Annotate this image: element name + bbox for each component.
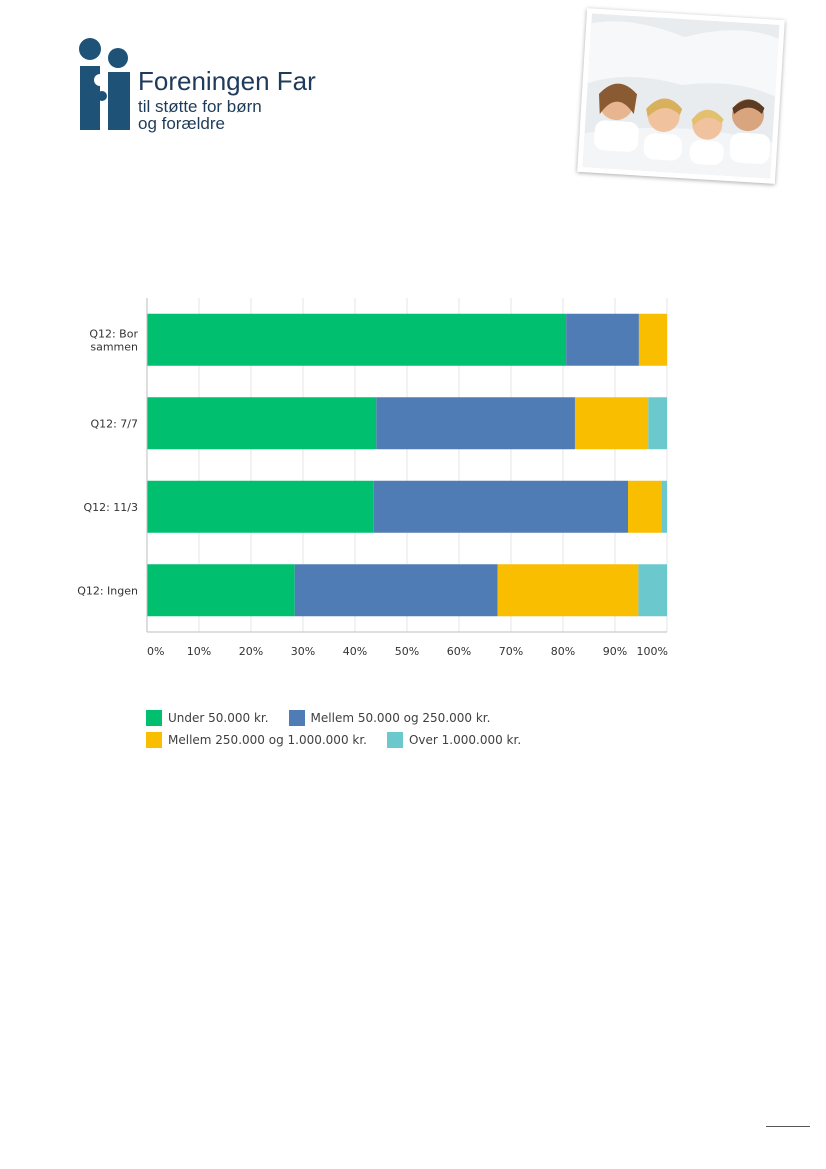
- x-tick-label: 70%: [499, 645, 523, 658]
- bar-segment: [628, 480, 662, 533]
- x-tick-label: 10%: [187, 645, 211, 658]
- bar-segment: [638, 564, 667, 617]
- chart: Q12: Bor sammen Q12: 7/7 Q12: 11/3 Q12: Inge…: [77, 298, 668, 658]
- legend-item: Under 50.000 kr.: [146, 710, 269, 726]
- legend-row: Mellem 250.000 og 1.000.000 kr. Over 1.00…: [146, 729, 666, 751]
- bar-segment: [497, 564, 639, 617]
- legend-label: Mellem 250.000 og 1.000.000 kr.: [168, 733, 367, 747]
- family-photo: [577, 8, 785, 184]
- bar-segment: [147, 313, 567, 366]
- chart-legend: Under 50.000 kr. Mellem 50.000 og 250.000…: [146, 707, 666, 751]
- bar-segment: [661, 480, 667, 533]
- category-label: Q12: Bor sammen: [89, 327, 138, 353]
- bar-segment: [147, 480, 374, 533]
- stacked-bar-chart: Q12: Bor sammen Q12: 7/7 Q12: 11/3 Q12: Inge…: [77, 298, 668, 658]
- bar-segment: [147, 564, 295, 617]
- legend-swatch: [146, 732, 162, 748]
- family-photo-image: [582, 13, 780, 179]
- category-label: Q12: 11/3: [83, 501, 138, 514]
- bar-segment: [574, 397, 649, 450]
- legend-label: Under 50.000 kr.: [168, 711, 269, 725]
- category-label: Q12: Ingen: [77, 584, 138, 597]
- legend-swatch: [386, 732, 403, 748]
- legend-row: Under 50.000 kr. Mellem 50.000 og 250.000…: [146, 707, 666, 729]
- logo-icon: [79, 38, 130, 130]
- x-tick-label: 60%: [447, 645, 471, 658]
- bar-segment: [373, 480, 628, 533]
- x-tick-label: 50%: [395, 645, 419, 658]
- bar-segment: [648, 397, 667, 450]
- logo-tagline-line-1: til støtte for børn: [138, 97, 262, 116]
- bar-segment: [147, 397, 377, 450]
- legend-item: Mellem 250.000 og 1.000.000 kr.: [146, 732, 367, 748]
- x-tick-label: 80%: [551, 645, 575, 658]
- x-tick-label: 20%: [239, 645, 263, 658]
- legend-swatch: [288, 710, 305, 726]
- x-tick-label: 0%: [147, 645, 164, 658]
- x-tick-label: 40%: [343, 645, 367, 658]
- logo-tagline: til støtte for børn og forældre: [138, 98, 262, 132]
- logo-name: Foreningen Far: [138, 66, 316, 96]
- bar-segment: [376, 397, 575, 450]
- page-footer-line: [766, 1126, 810, 1127]
- legend-label: Mellem 50.000 og 250.000 kr.: [310, 711, 491, 725]
- bar-segment: [294, 564, 498, 617]
- bar-segment: [566, 313, 639, 366]
- legend-item: Over 1.000.000 kr.: [386, 732, 522, 748]
- bar-segment: [638, 313, 667, 366]
- x-tick-label: 100%: [637, 645, 668, 658]
- logo-tagline-line-2: og forældre: [138, 114, 225, 133]
- logo: Foreningen Far til støtte for børn og fo…: [78, 38, 318, 133]
- category-label: Q12: 7/7: [90, 417, 138, 430]
- legend-swatch: [146, 710, 162, 726]
- x-tick-label: 90%: [603, 645, 627, 658]
- legend-item: Mellem 50.000 og 250.000 kr.: [288, 710, 491, 726]
- x-tick-label: 30%: [291, 645, 315, 658]
- legend-label: Over 1.000.000 kr.: [408, 733, 522, 747]
